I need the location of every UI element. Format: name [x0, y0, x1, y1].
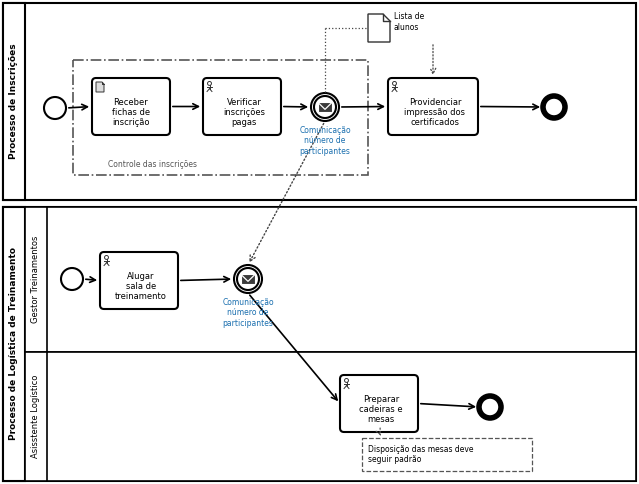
Circle shape: [208, 81, 212, 85]
Circle shape: [392, 81, 396, 85]
Circle shape: [314, 96, 336, 118]
FancyBboxPatch shape: [388, 78, 478, 135]
Bar: [25, 352, 636, 481]
Bar: [25, 207, 47, 352]
Text: Processo de Logística de Treinamento: Processo de Logística de Treinamento: [10, 247, 19, 440]
Bar: [318, 102, 332, 112]
Circle shape: [105, 256, 109, 259]
Text: Gestor Treinamentos: Gestor Treinamentos: [31, 236, 40, 323]
Circle shape: [44, 97, 66, 119]
Text: Disposição das mesas deve
seguir padrão: Disposição das mesas deve seguir padrão: [368, 445, 473, 464]
Bar: [3, 207, 25, 481]
Bar: [25, 207, 636, 352]
Circle shape: [237, 268, 259, 290]
Text: Lista de
alunos: Lista de alunos: [394, 12, 424, 31]
Bar: [3, 3, 25, 200]
Circle shape: [344, 378, 348, 382]
Text: Preparar
cadeiras e
mesas: Preparar cadeiras e mesas: [359, 394, 403, 424]
Circle shape: [61, 268, 83, 290]
Text: Verificar
inscrições
pagas: Verificar inscrições pagas: [223, 98, 265, 127]
FancyBboxPatch shape: [203, 78, 281, 135]
Text: Controle das inscrições: Controle das inscrições: [109, 160, 197, 169]
Text: Comunicação
número de
participantes: Comunicação número de participantes: [222, 298, 274, 328]
Text: Processo de Inscrições: Processo de Inscrições: [10, 44, 19, 159]
Polygon shape: [96, 82, 104, 92]
Bar: [73, 60, 368, 175]
Bar: [3, 207, 636, 481]
Text: Comunicação
número de
participantes: Comunicação número de participantes: [299, 126, 351, 156]
Text: Asisstente Logístico: Asisstente Logístico: [31, 375, 40, 458]
Bar: [3, 3, 636, 200]
Bar: [362, 438, 532, 471]
Bar: [25, 352, 47, 481]
Circle shape: [234, 265, 262, 293]
FancyBboxPatch shape: [100, 252, 178, 309]
Bar: [241, 274, 255, 284]
Text: Providenciar
impressão dos
certificados: Providenciar impressão dos certificados: [404, 98, 465, 127]
FancyBboxPatch shape: [340, 375, 418, 432]
FancyBboxPatch shape: [92, 78, 170, 135]
Text: Alugar
sala de
treinamento: Alugar sala de treinamento: [115, 272, 167, 302]
Circle shape: [479, 396, 501, 418]
Circle shape: [543, 96, 565, 118]
Text: Receber
fichas de
inscrição: Receber fichas de inscrição: [112, 98, 150, 127]
Polygon shape: [368, 14, 390, 42]
Circle shape: [311, 93, 339, 121]
